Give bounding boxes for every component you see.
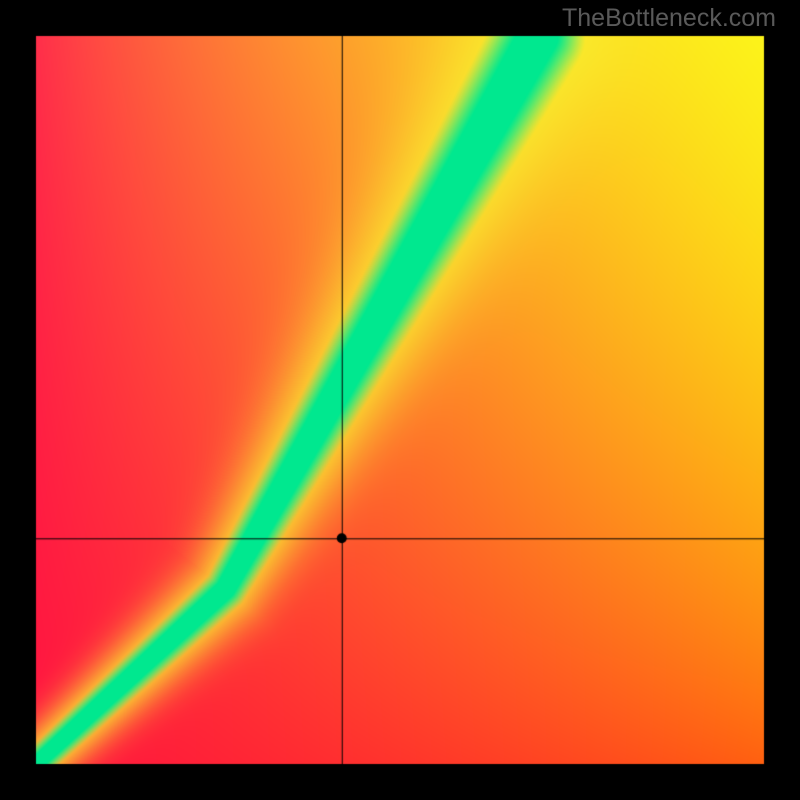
heatmap-canvas xyxy=(0,0,800,800)
chart-container: TheBottleneck.com xyxy=(0,0,800,800)
watermark-text: TheBottleneck.com xyxy=(562,4,776,33)
